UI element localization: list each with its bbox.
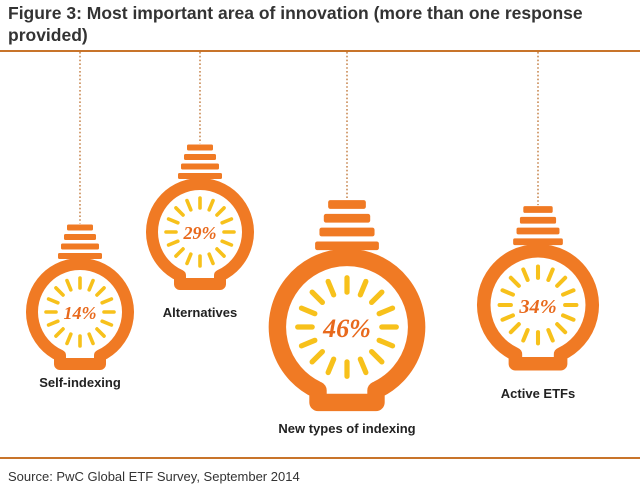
value-label: 46%: [322, 314, 371, 343]
glow-ray: [368, 289, 385, 306]
bulb-group: 29% Alternatives: [146, 52, 254, 320]
bulb-cap-segment: [184, 154, 216, 160]
category-label: Alternatives: [163, 305, 237, 320]
glow-ray: [65, 278, 73, 292]
title-divider: [0, 50, 640, 52]
glow-ray: [100, 297, 114, 305]
bulb-group: 34% Active ETFs: [476, 52, 600, 401]
glow-ray: [561, 313, 576, 322]
glow-ray: [65, 332, 73, 346]
glow-ray: [46, 319, 60, 327]
bulb-group: 46% New types of indexing: [268, 52, 426, 436]
glow-ray: [309, 348, 326, 365]
bulb-cap-segment: [323, 213, 371, 223]
glow-ray: [215, 247, 226, 258]
glow-ray: [508, 275, 521, 288]
glow-ray: [298, 337, 318, 349]
glow-ray: [220, 217, 234, 225]
glow-ray: [500, 313, 515, 322]
bulb-cap-segment: [61, 243, 99, 250]
bulb-cap-segment: [523, 206, 553, 213]
glow-ray: [325, 278, 337, 298]
glow-ray: [215, 206, 226, 217]
bulb-cap-segment: [519, 216, 557, 224]
bulb-cap-segment: [178, 173, 222, 179]
chart-title: Figure 3: Most important area of innovat…: [8, 3, 583, 45]
bulb-cap-segment: [513, 238, 563, 246]
bulb-cap-segment: [516, 227, 560, 235]
glow-ray: [207, 198, 215, 212]
glow-ray: [561, 288, 576, 297]
value-label: 34%: [518, 296, 556, 318]
value-label: 14%: [64, 303, 97, 323]
glow-ray: [357, 356, 369, 376]
glow-ray: [357, 278, 369, 298]
glow-ray: [166, 217, 180, 225]
glow-ray: [174, 206, 185, 217]
bulb-cap-segment: [64, 234, 96, 240]
value-label: 29%: [183, 223, 217, 243]
glow-ray: [368, 348, 385, 365]
glow-ray: [207, 252, 215, 266]
glow-ray: [166, 239, 180, 247]
bulb-cap-segment: [319, 227, 375, 237]
glow-ray: [174, 247, 185, 258]
bulb-cap-segment: [58, 253, 102, 259]
category-label: New types of indexing: [278, 421, 415, 436]
source-divider: [0, 457, 640, 459]
glow-ray: [95, 286, 106, 297]
glow-ray: [309, 289, 326, 306]
glow-ray: [87, 332, 95, 346]
glow-ray: [185, 252, 193, 266]
glow-ray: [185, 198, 193, 212]
source-note: Source: PwC Global ETF Survey, September…: [8, 469, 300, 484]
glow-ray: [46, 297, 60, 305]
bulb-cap-segment: [181, 163, 219, 170]
glow-ray: [521, 267, 530, 282]
bulb-cap-segment: [315, 241, 379, 251]
glow-ray: [546, 267, 555, 282]
glow-ray: [54, 286, 65, 297]
bulb-cap-segment: [328, 200, 366, 209]
glow-ray: [95, 327, 106, 338]
glow-ray: [376, 305, 396, 317]
glow-ray: [87, 278, 95, 292]
bulb-cap-segment: [67, 224, 93, 231]
glow-ray: [100, 319, 114, 327]
glow-ray: [555, 322, 568, 335]
glow-ray: [220, 239, 234, 247]
category-label: Self-indexing: [39, 375, 121, 390]
bulb-group: 14% Self-indexing: [26, 52, 134, 390]
glow-ray: [555, 275, 568, 288]
glow-ray: [325, 356, 337, 376]
glow-ray: [54, 327, 65, 338]
glow-ray: [500, 288, 515, 297]
glow-ray: [298, 305, 318, 317]
glow-ray: [376, 337, 396, 349]
glow-ray: [546, 328, 555, 343]
bulb-cap-segment: [187, 144, 213, 151]
glow-ray: [508, 322, 521, 335]
glow-ray: [521, 328, 530, 343]
category-label: Active ETFs: [501, 386, 575, 401]
